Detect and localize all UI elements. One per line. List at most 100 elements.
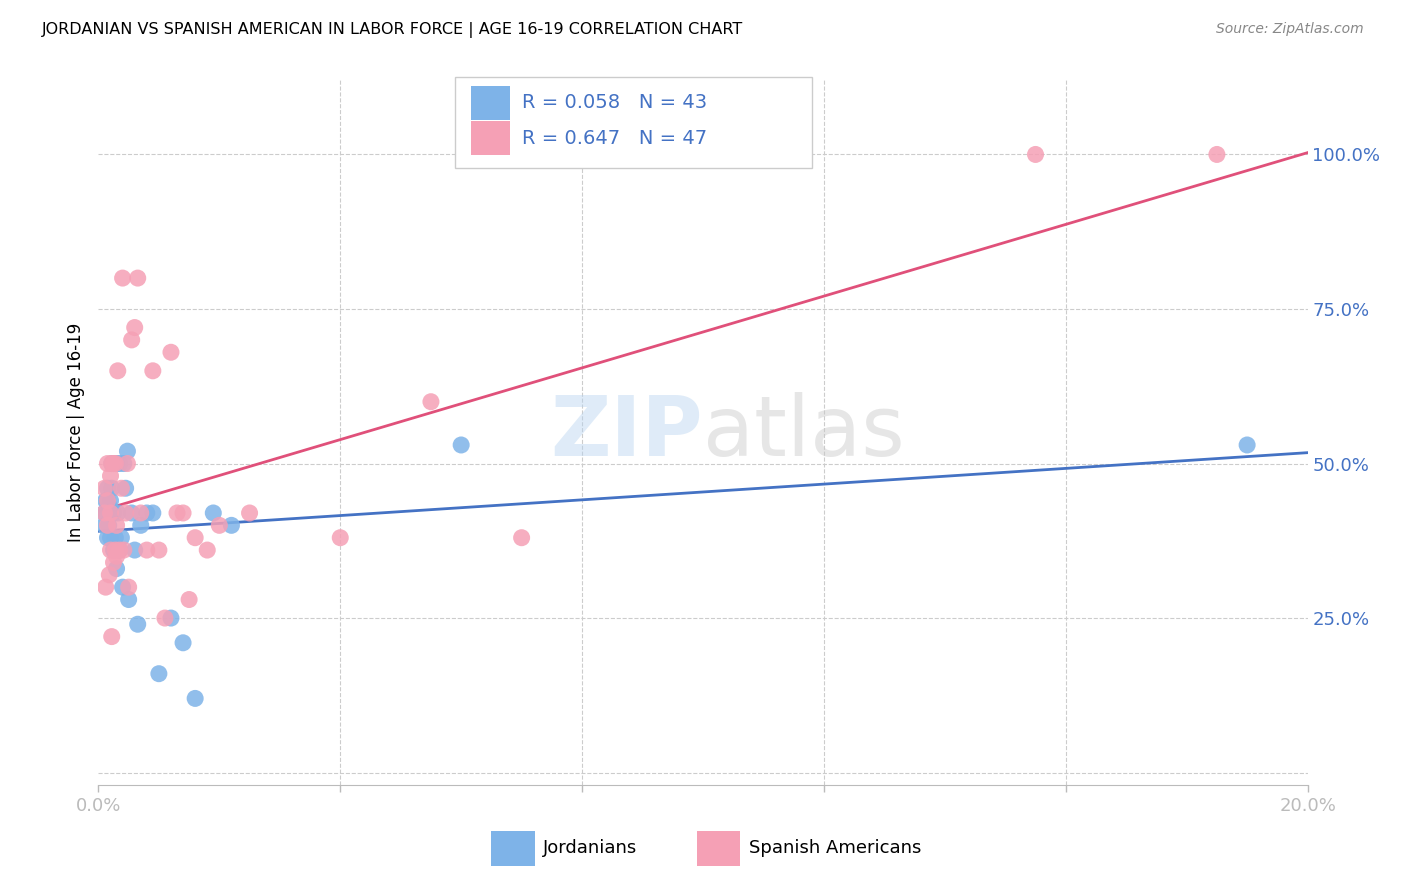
FancyBboxPatch shape xyxy=(456,77,811,169)
Point xyxy=(100,493,122,508)
Point xyxy=(100,481,122,495)
Point xyxy=(221,518,243,533)
Point xyxy=(96,481,118,495)
Point xyxy=(112,543,135,558)
Point xyxy=(103,457,125,471)
Point xyxy=(100,506,122,520)
Point xyxy=(1206,147,1229,161)
Point xyxy=(135,506,157,520)
Point xyxy=(121,506,143,520)
Point xyxy=(100,531,122,545)
Point xyxy=(160,611,183,625)
Point xyxy=(100,543,122,558)
Point xyxy=(160,345,183,359)
Point xyxy=(117,444,139,458)
Point xyxy=(129,506,152,520)
Point xyxy=(111,271,134,285)
Point xyxy=(108,543,131,558)
Point xyxy=(100,630,122,644)
Point xyxy=(135,543,157,558)
Point xyxy=(107,506,129,520)
Point xyxy=(114,481,136,495)
Point xyxy=(239,506,262,520)
Point xyxy=(172,636,194,650)
Point xyxy=(118,592,141,607)
Point xyxy=(108,543,131,558)
Point xyxy=(93,506,115,520)
Point xyxy=(105,457,128,471)
Point xyxy=(104,457,127,471)
Point xyxy=(103,506,125,520)
Point xyxy=(104,543,127,558)
Point xyxy=(94,580,117,594)
Point xyxy=(96,506,118,520)
Point xyxy=(100,506,122,520)
Point xyxy=(96,457,118,471)
Point xyxy=(510,531,533,545)
Text: atlas: atlas xyxy=(703,392,904,473)
FancyBboxPatch shape xyxy=(492,830,534,866)
Point xyxy=(420,394,443,409)
Point xyxy=(110,531,132,545)
Point xyxy=(114,506,136,520)
Point xyxy=(148,666,170,681)
Point xyxy=(142,506,165,520)
Point xyxy=(104,457,127,471)
Point xyxy=(94,493,117,508)
Point xyxy=(96,531,118,545)
Point xyxy=(148,543,170,558)
Point xyxy=(103,543,125,558)
Point xyxy=(93,506,115,520)
Text: R = 0.647   N = 47: R = 0.647 N = 47 xyxy=(522,128,707,147)
Point xyxy=(100,469,122,483)
Point xyxy=(329,531,352,545)
Point xyxy=(100,457,122,471)
Point xyxy=(93,481,115,495)
Point xyxy=(112,457,135,471)
Text: ZIP: ZIP xyxy=(551,392,703,473)
Point xyxy=(142,364,165,378)
Point xyxy=(184,531,207,545)
Point xyxy=(97,518,120,533)
Point xyxy=(179,592,201,607)
Point xyxy=(450,438,472,452)
Point xyxy=(166,506,188,520)
Point xyxy=(96,493,118,508)
Point xyxy=(129,518,152,533)
Point xyxy=(124,543,146,558)
Point xyxy=(98,500,121,514)
Point xyxy=(184,691,207,706)
Point xyxy=(111,580,134,594)
Point xyxy=(105,549,128,564)
Point xyxy=(108,457,131,471)
Point xyxy=(124,320,146,334)
Point xyxy=(110,481,132,495)
Point xyxy=(96,518,118,533)
Point xyxy=(118,580,141,594)
FancyBboxPatch shape xyxy=(471,121,509,155)
Point xyxy=(202,506,225,520)
Point xyxy=(105,561,128,575)
Point xyxy=(127,271,149,285)
Point xyxy=(153,611,176,625)
Point xyxy=(105,518,128,533)
FancyBboxPatch shape xyxy=(697,830,741,866)
Y-axis label: In Labor Force | Age 16-19: In Labor Force | Age 16-19 xyxy=(66,323,84,542)
Point xyxy=(127,617,149,632)
Point xyxy=(1024,147,1046,161)
Point xyxy=(1236,438,1258,452)
Text: JORDANIAN VS SPANISH AMERICAN IN LABOR FORCE | AGE 16-19 CORRELATION CHART: JORDANIAN VS SPANISH AMERICAN IN LABOR F… xyxy=(42,22,744,38)
Point xyxy=(98,567,121,582)
Text: Source: ZipAtlas.com: Source: ZipAtlas.com xyxy=(1216,22,1364,37)
Point xyxy=(208,518,231,533)
Point xyxy=(195,543,218,558)
Point xyxy=(100,457,122,471)
FancyBboxPatch shape xyxy=(471,86,509,120)
Point xyxy=(107,364,129,378)
Point xyxy=(121,333,143,347)
Point xyxy=(103,556,125,570)
Point xyxy=(104,531,127,545)
Text: Spanish Americans: Spanish Americans xyxy=(749,839,921,857)
Point xyxy=(93,518,115,533)
Text: Jordanians: Jordanians xyxy=(543,839,638,857)
